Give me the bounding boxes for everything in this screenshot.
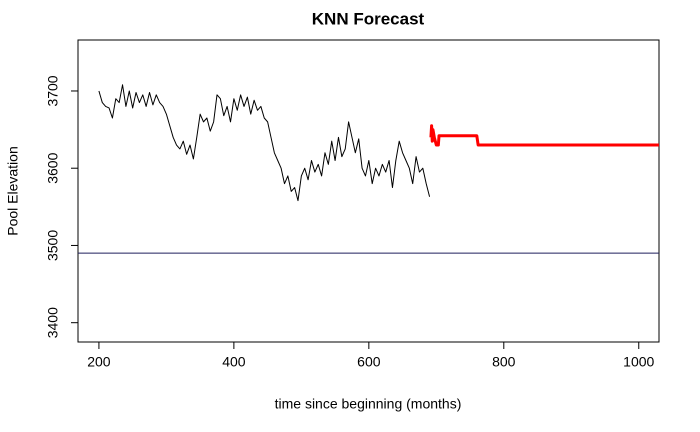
x-tick-label: 600: [357, 354, 381, 370]
chart-title: KNN Forecast: [312, 9, 425, 28]
y-tick-label: 3600: [45, 152, 61, 183]
x-tick-label: 1000: [623, 354, 654, 370]
x-tick-label: 400: [222, 354, 246, 370]
plot-frame: [77, 39, 660, 343]
y-axis-label: Pool Elevation: [5, 146, 21, 236]
y-tick-label: 3500: [45, 230, 61, 261]
x-tick-label: 200: [87, 354, 111, 370]
data-line: [98, 84, 431, 202]
data-line: [429, 124, 659, 147]
y-tick-label: 3400: [45, 307, 61, 338]
y-tick-label: 3700: [45, 75, 61, 106]
x-axis-label: time since beginning (months): [275, 396, 462, 412]
x-tick-label: 800: [492, 354, 516, 370]
